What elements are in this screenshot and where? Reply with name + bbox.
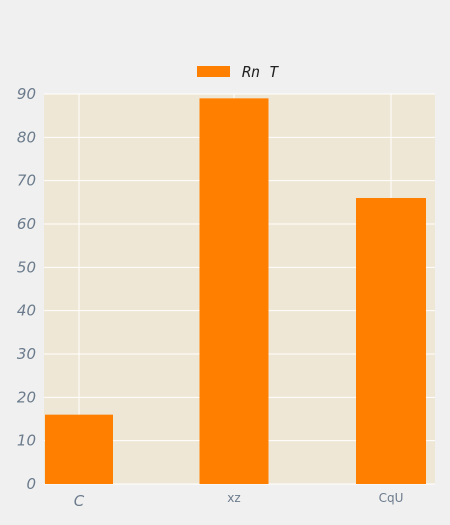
y-tick-label: 20 <box>17 388 36 406</box>
y-tick-label: 90 <box>17 85 36 103</box>
bar-C <box>45 414 113 484</box>
legend-swatch <box>197 66 230 77</box>
x-tick-label: xz <box>227 491 240 505</box>
legend: Rn T <box>197 63 279 81</box>
y-tick-label: 30 <box>17 345 36 363</box>
y-axis-ticks: 0 10 20 30 40 50 60 70 80 90 <box>17 85 36 493</box>
bar-CqU <box>356 198 426 484</box>
x-tick-label: C <box>74 492 85 510</box>
y-tick-label: 10 <box>17 432 36 450</box>
y-tick-label: 40 <box>17 302 36 320</box>
y-tick-label: 50 <box>17 258 36 276</box>
bar-xz <box>199 98 269 484</box>
legend-label: Rn T <box>242 63 279 81</box>
y-tick-label: 80 <box>17 128 36 146</box>
y-tick-label: 0 <box>26 475 36 493</box>
y-tick-label: 60 <box>17 215 36 233</box>
bars <box>45 98 426 484</box>
x-tick-label: CqU <box>379 491 404 505</box>
y-tick-label: 70 <box>17 172 36 190</box>
